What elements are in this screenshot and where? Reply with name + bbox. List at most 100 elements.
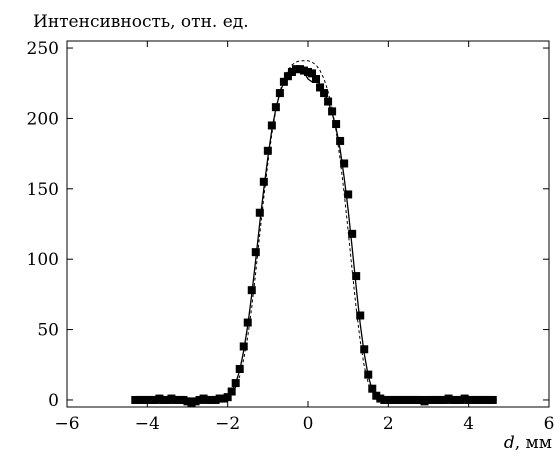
data-point <box>283 72 292 81</box>
data-point <box>187 398 196 407</box>
data-point <box>416 395 425 404</box>
data-point <box>207 395 216 404</box>
x-axis-variable: d <box>504 433 515 453</box>
y-tick-label: 50 <box>37 321 59 341</box>
data-point <box>215 394 224 403</box>
data-point <box>267 121 276 130</box>
data-point <box>316 83 325 92</box>
data-point <box>151 395 160 404</box>
data-point <box>484 395 493 404</box>
data-point <box>352 272 361 281</box>
data-point <box>203 395 212 404</box>
data-point <box>464 395 473 404</box>
y-axis-title: Интенсивность, отн. ед. <box>33 12 249 32</box>
data-point <box>312 75 321 84</box>
data-point <box>263 146 272 155</box>
data-point <box>163 395 172 404</box>
x-axis-unit: , мм <box>515 433 552 453</box>
y-tick-label: 0 <box>48 391 59 411</box>
data-point <box>424 395 433 404</box>
data-point <box>488 395 497 404</box>
data-point <box>476 395 485 404</box>
data-point <box>291 65 300 74</box>
data-point <box>388 395 397 404</box>
data-point <box>412 395 421 404</box>
data-point <box>340 159 349 168</box>
data-point <box>408 395 417 404</box>
dashed-curve <box>135 60 497 401</box>
data-point <box>147 395 156 404</box>
data-point <box>420 397 429 406</box>
data-point <box>480 395 489 404</box>
data-point <box>287 67 296 76</box>
ticks <box>66 41 550 407</box>
data-point <box>259 177 268 186</box>
data-point <box>404 395 413 404</box>
solid-curve <box>135 68 497 401</box>
data-point <box>336 136 345 145</box>
data-points <box>131 65 497 407</box>
data-point <box>444 394 453 403</box>
data-point <box>460 394 469 403</box>
x-tick-label: 2 <box>383 414 394 434</box>
data-point <box>400 395 409 404</box>
data-point <box>227 387 236 396</box>
y-tick-label: 250 <box>27 39 59 59</box>
data-point <box>472 395 481 404</box>
y-tick-label: 100 <box>27 250 59 270</box>
y-tick-label: 200 <box>27 109 59 129</box>
data-point <box>271 103 280 112</box>
data-point <box>299 66 308 75</box>
data-point <box>436 395 445 404</box>
data-point <box>448 395 457 404</box>
data-point <box>171 395 180 404</box>
data-point <box>243 318 252 327</box>
x-tick-label: −6 <box>54 414 79 434</box>
data-point <box>223 393 232 402</box>
data-point <box>468 395 477 404</box>
data-point <box>167 394 176 403</box>
data-point <box>155 394 164 403</box>
data-point <box>211 395 220 404</box>
data-point <box>440 395 449 404</box>
data-point <box>380 395 389 404</box>
data-point <box>356 311 365 320</box>
data-point <box>143 395 152 404</box>
data-point <box>235 364 244 373</box>
data-point <box>279 77 288 86</box>
x-tick-label: 6 <box>544 414 555 434</box>
data-point <box>456 395 465 404</box>
data-point <box>376 394 385 403</box>
plot-frame <box>66 40 550 408</box>
data-point <box>131 395 140 404</box>
data-point <box>324 97 333 106</box>
tick-labels: −6 −4 −2 0 2 4 6 0 50 100 150 200 250 <box>27 39 555 434</box>
data-point <box>348 229 357 238</box>
data-point <box>372 391 381 400</box>
data-point <box>247 286 256 295</box>
data-point <box>135 395 144 404</box>
data-point <box>320 89 329 98</box>
x-tick-label: −4 <box>135 414 160 434</box>
data-point <box>191 397 200 406</box>
data-point <box>364 370 373 379</box>
data-point <box>275 89 284 98</box>
data-point <box>239 342 248 351</box>
data-point <box>251 248 260 257</box>
x-tick-label: 0 <box>303 414 314 434</box>
data-point <box>231 379 240 388</box>
data-point <box>396 395 405 404</box>
x-axis-title: d, мм <box>504 433 552 453</box>
data-point <box>432 395 441 404</box>
data-point <box>368 384 377 393</box>
data-point <box>219 394 228 403</box>
data-point <box>195 395 204 404</box>
data-point <box>255 208 264 217</box>
data-point <box>392 395 401 404</box>
x-tick-label: 4 <box>463 414 474 434</box>
x-tick-label: −2 <box>215 414 240 434</box>
data-point <box>328 107 337 116</box>
data-point <box>344 190 353 199</box>
data-point <box>175 395 184 404</box>
